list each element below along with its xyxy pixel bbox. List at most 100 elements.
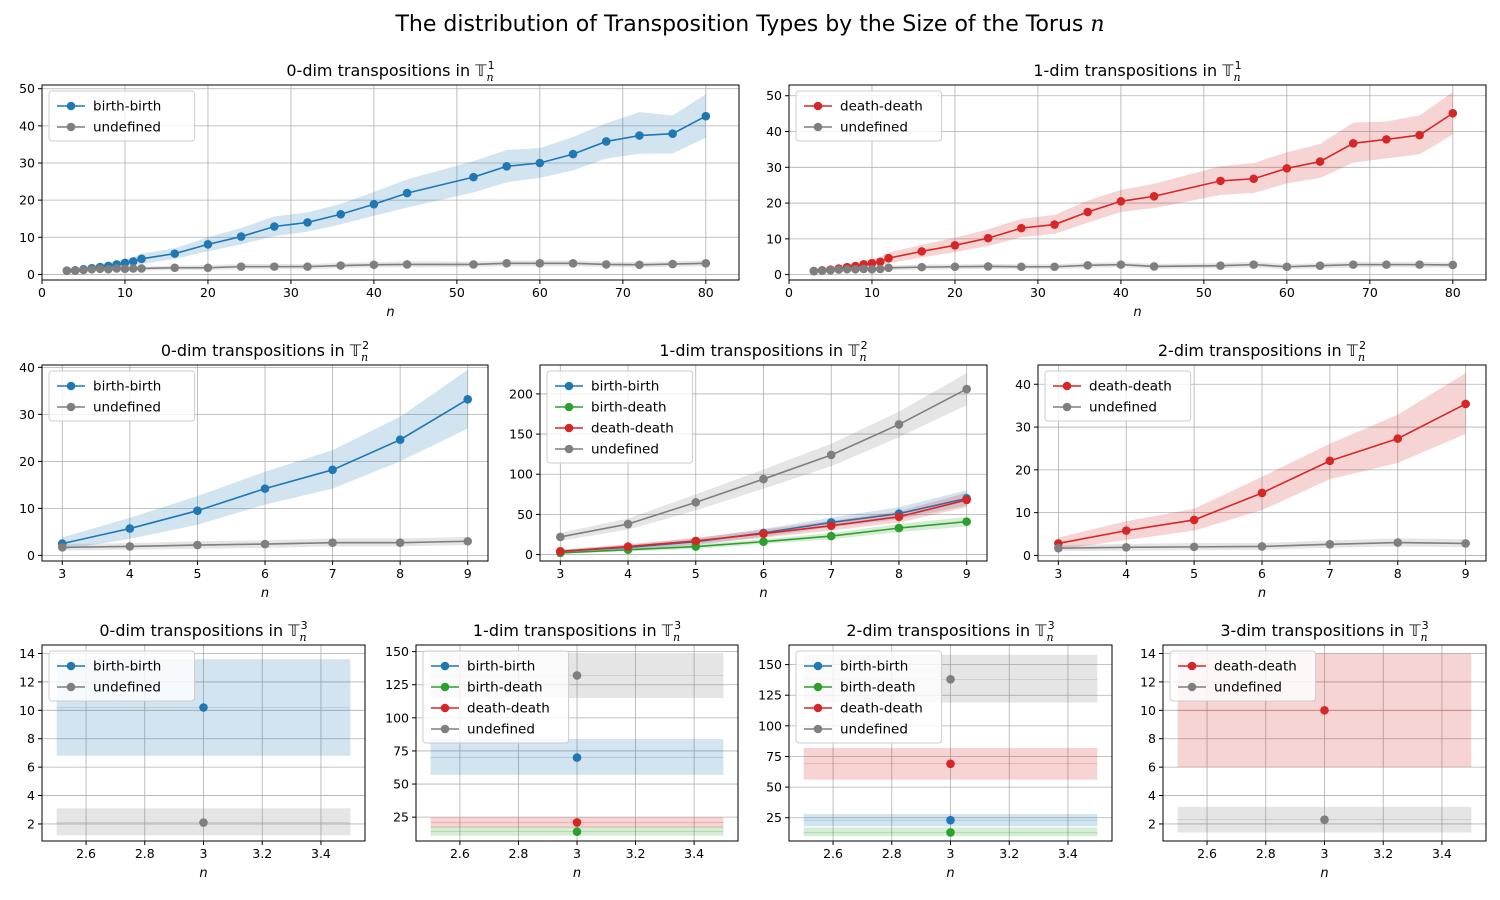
x-tick-label: 3 xyxy=(200,846,208,861)
x-tick-label: 20 xyxy=(200,285,216,300)
y-tick-label: 20 xyxy=(19,193,35,208)
y-tick-label: 125 xyxy=(385,677,409,692)
y-tick-label: 14 xyxy=(19,646,35,661)
legend-box xyxy=(48,370,196,422)
x-tick-label: 50 xyxy=(449,285,465,300)
x-tick-label: 2.6 xyxy=(1197,846,1217,861)
data-point-death-death xyxy=(556,547,565,556)
y-tick-label: 75 xyxy=(393,743,409,758)
data-point-death-death xyxy=(1393,434,1403,443)
y-tick-label: 100 xyxy=(385,710,409,725)
figure-title: The distribution of Transposition Types … xyxy=(0,12,1500,37)
x-tick-label: 5 xyxy=(1190,566,1198,581)
data-point-undefined xyxy=(834,265,844,274)
subplot-title: 0-dim transpositions in 𝕋n1 xyxy=(286,59,494,84)
legend-label-undefined: undefined xyxy=(93,680,161,696)
y-tick-label: 150 xyxy=(758,657,782,672)
data-point-birth-birth xyxy=(170,249,180,258)
torus-subscript: n xyxy=(1234,71,1241,84)
subplot-title: 1-dim transpositions in 𝕋n2 xyxy=(659,339,867,364)
data-point-death-death xyxy=(1017,223,1026,233)
data-point-undefined xyxy=(79,265,88,275)
x-tick-label: 70 xyxy=(615,285,631,300)
y-tick-label: 10 xyxy=(19,703,35,718)
y-tick-label: 50 xyxy=(19,81,35,96)
data-point-birth-birth xyxy=(137,254,146,264)
x-tick-label: 2.8 xyxy=(509,846,529,861)
legend-marker-undefined xyxy=(813,724,823,734)
y-tick-label: 10 xyxy=(766,231,782,246)
data-point-undefined xyxy=(395,538,405,547)
legend-marker-death-death xyxy=(1062,381,1072,391)
data-point-birth-birth xyxy=(125,524,135,533)
data-point-death-death xyxy=(1415,130,1424,140)
data-point-undefined xyxy=(1257,542,1267,551)
subplot-title-text: 1-dim transpositions in xyxy=(659,341,848,360)
data-point-death-death xyxy=(894,512,904,522)
data-point-birth-death xyxy=(826,531,836,541)
x-tick-label: 3.2 xyxy=(999,846,1019,861)
x-tick-label: 9 xyxy=(464,566,472,581)
x-tick-label: 80 xyxy=(1445,285,1461,300)
data-point-birth-birth xyxy=(120,258,130,268)
data-point-undefined xyxy=(884,263,893,273)
torus-superscript: 1 xyxy=(1235,59,1242,72)
legend: birth-birth undefined xyxy=(48,650,196,702)
y-tick-label: 40 xyxy=(1015,377,1031,392)
data-point-undefined xyxy=(1189,542,1199,552)
subplot-title: 0-dim transpositions in 𝕋n2 xyxy=(161,339,369,364)
legend-marker-death-death xyxy=(564,423,574,433)
subplot-title: 2-dim transpositions in 𝕋n3 xyxy=(846,619,1054,644)
x-axis-label: n xyxy=(573,866,581,881)
legend-marker-death-death xyxy=(440,703,450,713)
y-tick-label: 100 xyxy=(758,718,782,733)
data-point-undefined xyxy=(859,264,868,274)
data-point-birth-birth xyxy=(535,158,545,168)
torus-subscript: n xyxy=(1047,631,1054,644)
legend-marker-death-death xyxy=(813,703,823,713)
torus-subscript: n xyxy=(1358,351,1365,364)
torus-symbol: 𝕋 xyxy=(847,341,860,360)
y-tick-label: 125 xyxy=(758,688,782,703)
legend-label-undefined: undefined xyxy=(840,120,908,136)
y-tick-label: 8 xyxy=(27,731,35,746)
x-tick-label: 5 xyxy=(692,566,700,581)
torus-subscript: n xyxy=(300,631,307,644)
data-point-undefined xyxy=(336,261,346,270)
y-tick-label: 6 xyxy=(1148,760,1156,775)
x-tick-label: 2.8 xyxy=(135,846,155,861)
subplot-title: 0-dim transpositions in 𝕋n3 xyxy=(99,619,307,644)
data-point-undefined xyxy=(469,260,478,269)
x-tick-label: 8 xyxy=(895,566,903,581)
data-point-birth-birth xyxy=(402,188,412,198)
torus-superscript: 3 xyxy=(301,619,308,632)
data-point-undefined xyxy=(809,266,819,276)
data-point-birth-death xyxy=(946,828,955,837)
legend-marker-birth-death xyxy=(440,682,450,692)
y-tick-label: 4 xyxy=(1148,788,1156,803)
data-point-death-death xyxy=(1325,456,1335,466)
subplot-title-text: 2-dim transpositions in xyxy=(1158,341,1347,360)
data-point-undefined xyxy=(867,264,877,274)
legend-label-undefined: undefined xyxy=(591,442,659,458)
data-point-undefined xyxy=(463,536,473,546)
axes-frame xyxy=(788,84,1487,281)
x-tick-label: 3.2 xyxy=(252,846,272,861)
data-point-undefined xyxy=(170,263,180,273)
legend-label-birth-birth: birth-birth xyxy=(591,379,659,395)
torus-symbol: 𝕋 xyxy=(1408,621,1421,640)
data-point-birth-birth xyxy=(463,395,473,404)
legend-marker-birth-birth xyxy=(66,381,76,391)
legend-label-undefined: undefined xyxy=(1214,680,1282,696)
legend-box xyxy=(795,650,943,744)
y-tick-label: 25 xyxy=(393,810,409,825)
data-point-birth-birth xyxy=(270,222,279,231)
torus-subscript: n xyxy=(361,351,368,364)
data-point-undefined xyxy=(369,260,379,270)
y-tick-label: 200 xyxy=(509,386,533,401)
data-point-undefined xyxy=(1461,539,1470,548)
legend-label-death-death: death-death xyxy=(840,99,923,115)
